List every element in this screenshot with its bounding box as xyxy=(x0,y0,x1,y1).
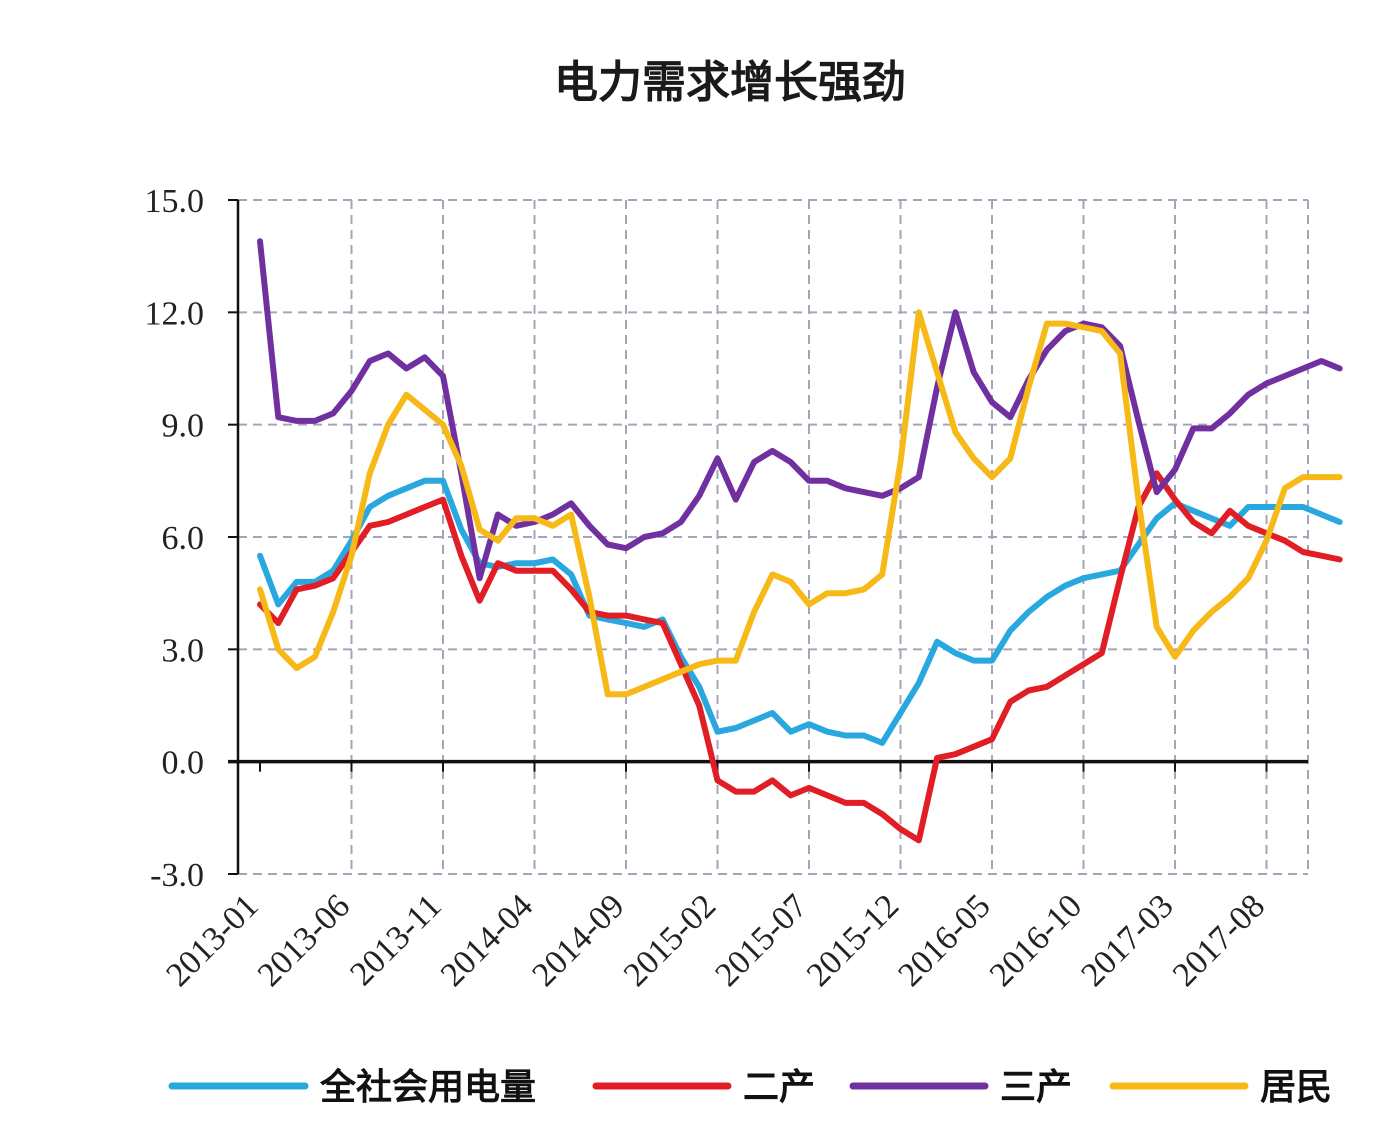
x-tick-label: 2017-03 xyxy=(1074,887,1180,993)
x-tick-label: 2015-02 xyxy=(617,887,723,993)
x-tick-label: 2015-07 xyxy=(708,887,814,993)
series-line-2 xyxy=(257,238,1343,582)
y-tick-label: 6.0 xyxy=(162,520,205,557)
y-tick-label: 3.0 xyxy=(162,632,205,669)
legend-label-2: 三产 xyxy=(1000,1067,1072,1108)
legend: 全社会用电量 二产 三产 居民 xyxy=(168,1066,1332,1108)
chart-title: 电力需求增长强劲 xyxy=(554,57,906,108)
series-line-1 xyxy=(257,470,1343,844)
legend-label-1: 二产 xyxy=(743,1067,815,1108)
x-tick-label: 2013-11 xyxy=(343,887,448,992)
x-tick-label: 2014-09 xyxy=(525,887,631,993)
y-tick-label: -3.0 xyxy=(150,857,204,894)
x-axis-ticks: 2013-012013-062013-112014-042014-092015-… xyxy=(159,887,1272,993)
x-tick-label: 2016-10 xyxy=(983,887,1089,993)
x-tick-label: 2013-06 xyxy=(251,887,357,993)
y-axis-ticks: 15.0 12.0 9.0 6.0 3.0 0.0 -3.0 xyxy=(145,183,205,894)
x-tick-label: 2017-08 xyxy=(1166,887,1272,993)
x-tick-label: 2014-04 xyxy=(434,887,540,993)
series-line-3 xyxy=(257,309,1343,698)
legend-label-3: 居民 xyxy=(1260,1067,1332,1108)
y-tick-label: 15.0 xyxy=(145,183,205,220)
x-tick-label: 2016-05 xyxy=(891,887,997,993)
y-tick-label: 0.0 xyxy=(162,745,205,782)
x-tick-label: 2013-01 xyxy=(159,887,265,993)
grid xyxy=(238,199,1309,875)
x-tick-label: 2015-12 xyxy=(800,887,906,993)
y-tick-label: 12.0 xyxy=(145,295,205,332)
series-lines xyxy=(257,238,1343,844)
legend-label-0: 全社会用电量 xyxy=(319,1066,536,1108)
axes xyxy=(228,199,1308,875)
series-line-0 xyxy=(257,477,1343,746)
y-tick-label: 9.0 xyxy=(162,408,205,445)
